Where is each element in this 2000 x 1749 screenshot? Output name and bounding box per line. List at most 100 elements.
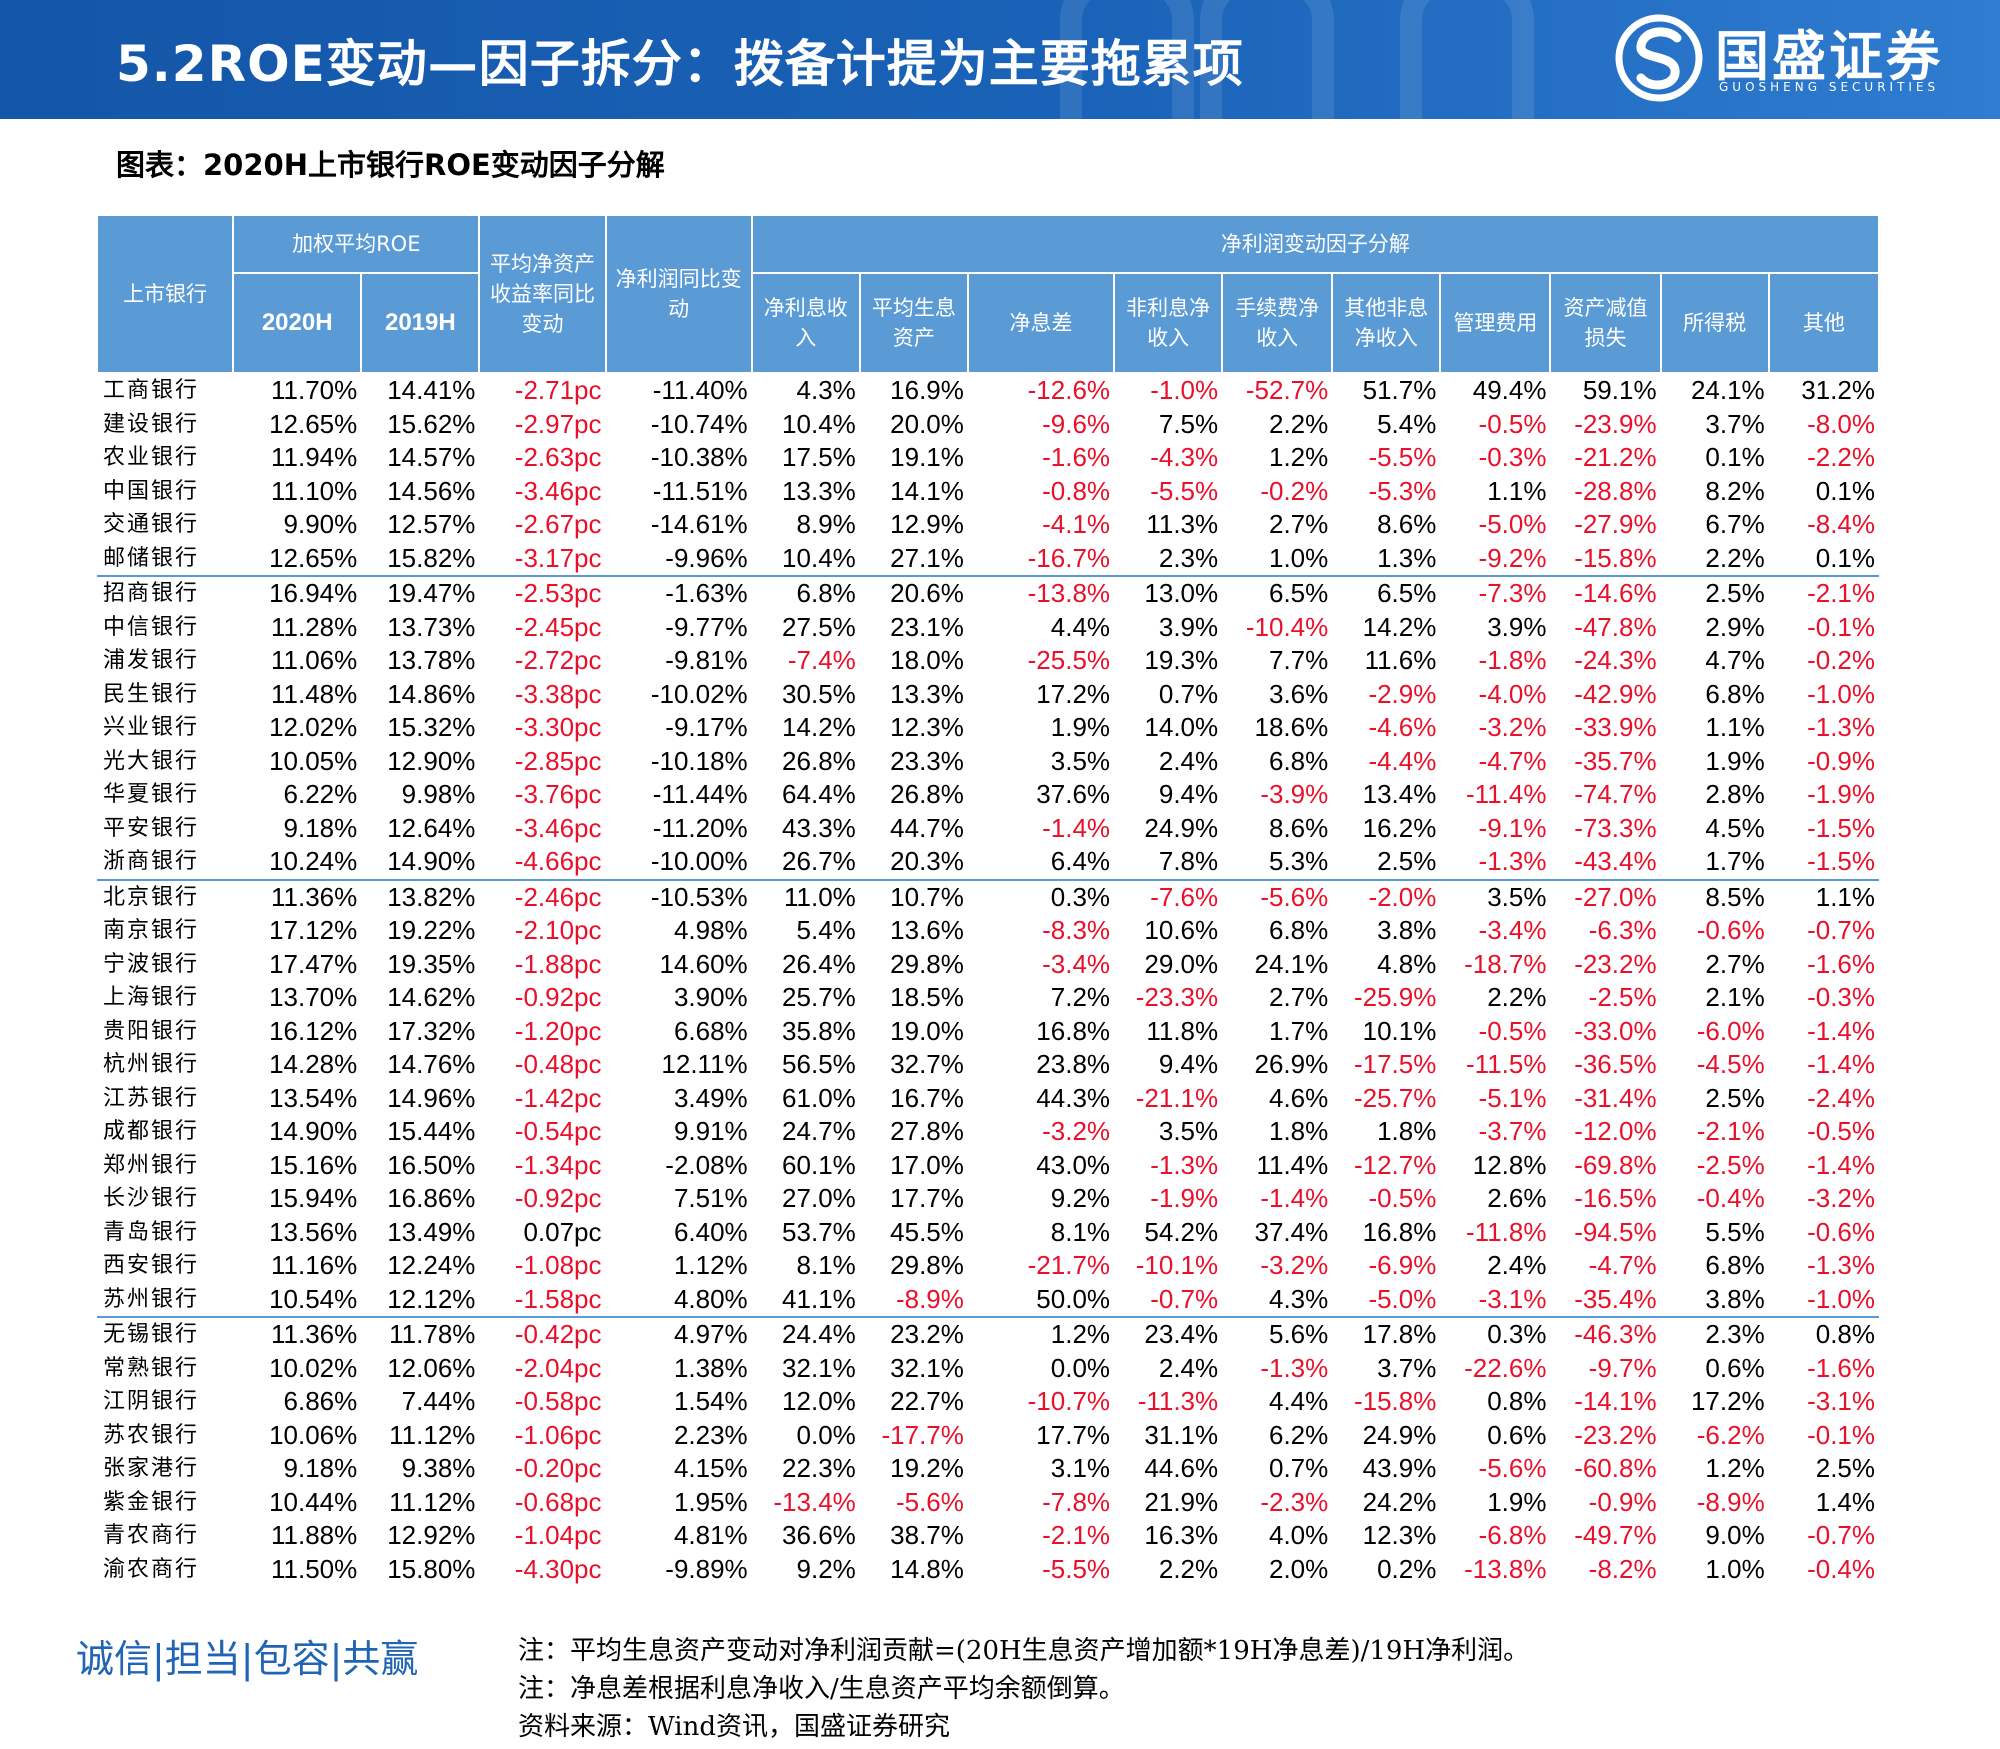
value-cell: -0.5% xyxy=(1807,1116,1875,1146)
value-cell: -12.0% xyxy=(1574,1116,1657,1146)
value-cell: -2.5% xyxy=(1588,982,1657,1012)
value-cell: 4.3% xyxy=(1268,1283,1329,1314)
value-cell: 9.38% xyxy=(401,1453,476,1483)
value-cell: 1.7% xyxy=(1268,1015,1329,1046)
value-cell: -21.1% xyxy=(1135,1082,1219,1113)
table-body: 工商银行 11.70% 14.41% -2.71pc -11.40% 4.3% 16.9% -… xyxy=(97,373,1879,1586)
value-cell: 24.1% xyxy=(1254,948,1329,979)
value-cell: -4.1% xyxy=(1042,509,1111,539)
value-cell: 6.8% xyxy=(1705,678,1765,709)
value-cell: -52.7% xyxy=(1245,375,1329,405)
value-cell: -2.08% xyxy=(665,1149,748,1180)
value-cell: -74.7% xyxy=(1574,779,1657,809)
value-cell: 2.1% xyxy=(1705,982,1765,1012)
value-cell: -46.3% xyxy=(1550,1316,1661,1352)
value-cell: -5.3% xyxy=(1368,475,1437,506)
value-cell: 37.4% xyxy=(1254,1216,1329,1247)
value-cell: 17.8% xyxy=(1332,1316,1441,1352)
value-cell: -9.77% xyxy=(665,611,748,642)
value-cell: 49.4% xyxy=(1472,375,1547,405)
value-cell: 9.98% xyxy=(401,779,476,809)
value-cell: -0.9% xyxy=(1807,745,1875,776)
value-cell: 0.8% xyxy=(1768,1316,1879,1352)
table-row: 渝农商行 11.50% 15.80% -4.30pc -9.89% 9.2% 14.8% -5… xyxy=(97,1553,1879,1587)
bank-name-cell: 北京银行 xyxy=(97,878,234,914)
value-cell: 18.5% xyxy=(890,982,964,1012)
value-cell: -0.48pc xyxy=(514,1049,602,1079)
value-cell: -0.3% xyxy=(1807,982,1875,1012)
value-cell: -2.3% xyxy=(1260,1486,1329,1517)
value-cell: -3.2% xyxy=(1260,1250,1329,1280)
value-cell: 7.44% xyxy=(401,1386,476,1416)
header-avg-earning-assets: 平均生息资产 xyxy=(858,272,969,374)
value-cell: 15.32% xyxy=(387,712,476,742)
value-cell: 14.28% xyxy=(269,1049,358,1079)
value-cell: 14.96% xyxy=(387,1082,476,1113)
value-cell: 1.2% xyxy=(1705,1453,1765,1483)
value-cell: 0.3% xyxy=(1440,1316,1551,1352)
value-cell: -0.8% xyxy=(1042,475,1111,506)
value-cell: 12.02% xyxy=(269,712,358,742)
value-cell: 3.5% xyxy=(1440,878,1551,914)
value-cell: 17.5% xyxy=(782,442,856,472)
value-cell: -2.46pc xyxy=(479,878,606,914)
value-cell: -8.9% xyxy=(895,1283,964,1314)
value-cell: -2.45pc xyxy=(514,611,602,642)
value-cell: -3.38pc xyxy=(514,678,602,709)
value-cell: -9.6% xyxy=(1042,408,1111,439)
header-banner: 5.2ROE变动—因子拆分：拨备计提为主要拖累项 国盛证券 GUOSHENG S… xyxy=(0,0,2000,119)
value-cell: 10.44% xyxy=(269,1486,358,1517)
value-cell: 4.3% xyxy=(796,375,856,405)
value-cell: -5.5% xyxy=(1150,475,1219,506)
value-cell: -1.3% xyxy=(1260,1352,1329,1383)
value-cell: 6.4% xyxy=(1050,846,1111,876)
value-cell: -17.5% xyxy=(1353,1049,1437,1079)
logo-subtitle: GUOSHENG SECURITIES xyxy=(1719,80,1940,94)
value-cell: -10.18% xyxy=(650,745,748,776)
table-row: 无锡银行 11.36% 11.78% -0.42pc 4.97% 24.4% 23.2% 1.… xyxy=(97,1316,1879,1352)
value-cell: -4.66pc xyxy=(514,846,602,876)
value-cell: 51.7% xyxy=(1362,375,1437,405)
value-cell: 4.97% xyxy=(605,1316,752,1352)
table-row: 贵阳银行 16.12% 17.32% -1.20pc 6.68% 35.8% 19.0% 16… xyxy=(97,1015,1879,1049)
value-cell: 6.8% xyxy=(751,575,860,611)
value-cell: 6.7% xyxy=(1705,509,1765,539)
value-cell: -0.5% xyxy=(1368,1183,1437,1213)
bank-name-cell: 苏农银行 xyxy=(103,1422,200,1448)
value-cell: 9.2% xyxy=(1050,1183,1111,1213)
value-cell: 0.1% xyxy=(1705,442,1765,472)
value-cell: 2.6% xyxy=(1487,1183,1547,1213)
value-cell: -0.2% xyxy=(1807,645,1875,675)
value-cell: 19.2% xyxy=(890,1453,964,1483)
value-cell: 31.2% xyxy=(1801,375,1875,405)
value-cell: 16.50% xyxy=(387,1149,476,1180)
header-bank: 上市银行 xyxy=(95,214,235,374)
value-cell: -6.9% xyxy=(1368,1250,1437,1280)
bank-name-cell: 邮储银行 xyxy=(103,545,200,571)
value-cell: -1.20pc xyxy=(514,1015,602,1046)
table-row: 江阴银行 6.86% 7.44% -0.58pc 1.54% 12.0% 22.7% -10.… xyxy=(97,1385,1879,1419)
value-cell: 0.8% xyxy=(1487,1386,1547,1416)
value-cell: 64.4% xyxy=(782,779,856,809)
table-row: 青农商行 11.88% 12.92% -1.04pc 4.81% 36.6% 38.7% -2… xyxy=(97,1519,1879,1553)
value-cell: 13.54% xyxy=(269,1082,358,1113)
value-cell: 9.4% xyxy=(1158,779,1219,809)
value-cell: 26.4% xyxy=(782,948,856,979)
value-cell: 24.2% xyxy=(1362,1486,1437,1517)
value-cell: 53.7% xyxy=(782,1216,856,1247)
table-row: 郑州银行 15.16% 16.50% -1.34pc -2.08% 60.1% 17.0% 4… xyxy=(97,1149,1879,1183)
brand-logo: 国盛证券 GUOSHENG SECURITIES xyxy=(1615,8,1985,108)
value-cell: 3.5% xyxy=(1158,1116,1219,1146)
value-cell: -6.2% xyxy=(1696,1419,1765,1450)
value-cell: -7.8% xyxy=(1042,1486,1111,1517)
value-cell: 11.70% xyxy=(271,375,358,405)
header-income-tax: 所得税 xyxy=(1659,272,1770,374)
value-cell: -1.4% xyxy=(1807,1049,1875,1079)
value-cell: -0.7% xyxy=(1807,1520,1875,1550)
value-cell: 8.1% xyxy=(1050,1216,1111,1247)
value-cell: -10.02% xyxy=(650,678,748,709)
value-cell: 19.1% xyxy=(890,442,964,472)
value-cell: 4.8% xyxy=(1377,948,1437,979)
value-cell: 2.2% xyxy=(1268,408,1329,439)
value-cell: 1.4% xyxy=(1815,1486,1875,1517)
